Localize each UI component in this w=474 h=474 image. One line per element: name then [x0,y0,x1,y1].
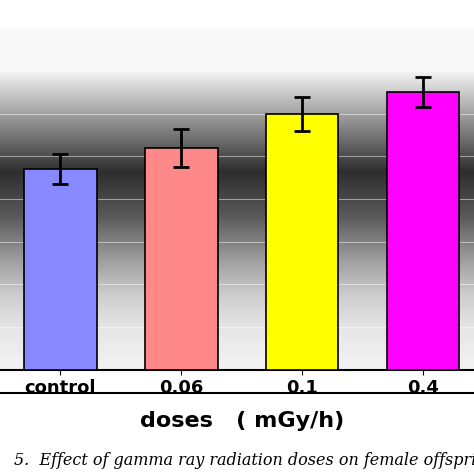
Text: 5.  Effect of gamma ray radiation doses on female offspring: 5. Effect of gamma ray radiation doses o… [14,452,474,469]
Bar [24,169,97,370]
Bar [145,148,218,370]
Bar [266,114,338,370]
X-axis label: doses   ( mGy/h): doses ( mGy/h) [140,411,344,431]
Bar [387,92,459,370]
